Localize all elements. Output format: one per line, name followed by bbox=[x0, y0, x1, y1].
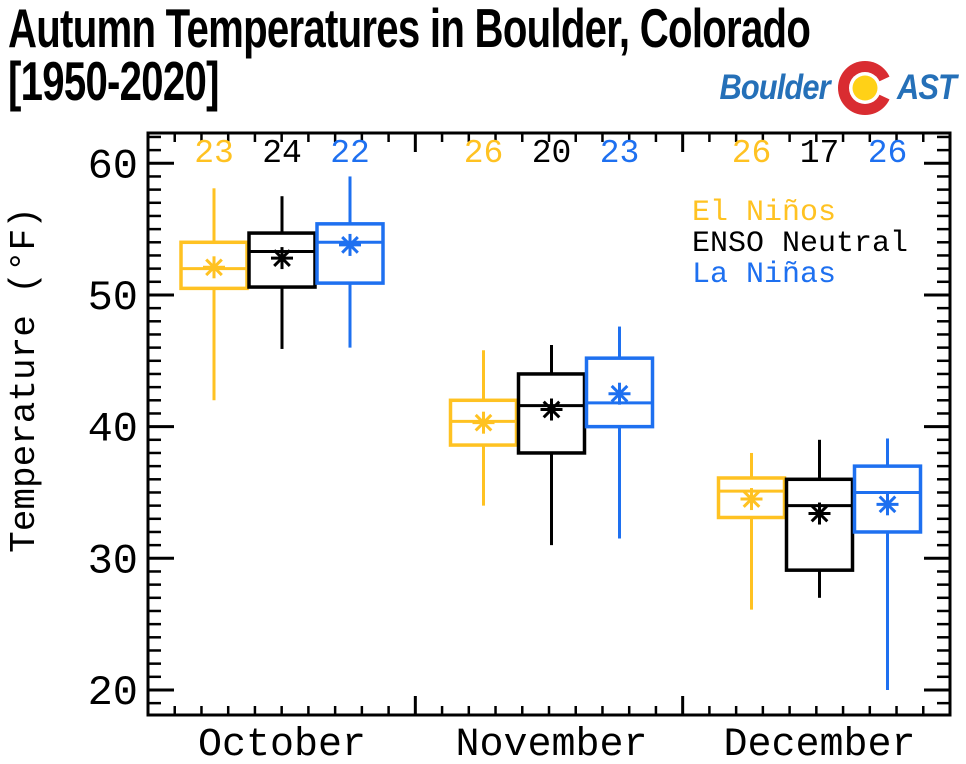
mean-asterisk bbox=[810, 504, 829, 523]
logo-text-boulder: Boulder bbox=[719, 68, 830, 107]
logo-text-ast: AST bbox=[897, 68, 957, 107]
sample-count-label: 22 bbox=[330, 135, 370, 172]
mean-asterisk bbox=[273, 249, 291, 267]
mean-asterisk bbox=[610, 384, 629, 403]
x-category-label: October bbox=[198, 723, 366, 764]
sample-count-label: 26 bbox=[732, 135, 772, 172]
sample-count-label: 23 bbox=[600, 135, 640, 172]
colorado-c-icon bbox=[838, 61, 893, 115]
legend-entry: El Niños bbox=[692, 196, 836, 230]
sample-count-label: 24 bbox=[262, 135, 302, 172]
legend-entry: ENSO Neutral bbox=[692, 227, 908, 261]
sample-count-label: 23 bbox=[194, 135, 234, 172]
chart-title-line2: [1950-2020] bbox=[8, 50, 219, 112]
box bbox=[584, 356, 655, 429]
chart-title-line1: Autumn Temperatures in Boulder, Colorado bbox=[8, 0, 811, 59]
sample-count-label: 26 bbox=[464, 135, 504, 172]
y-tick-label: 20 bbox=[88, 669, 138, 717]
mean-asterisk bbox=[742, 490, 761, 508]
colorado-c-center bbox=[852, 75, 878, 101]
y-axis-title: Temperature (°F) bbox=[4, 207, 45, 553]
box bbox=[784, 477, 855, 572]
chart-title: Autumn Temperatures in Boulder, Colorado… bbox=[8, 0, 811, 112]
y-tick-label: 30 bbox=[88, 537, 138, 585]
sample-count-label: 20 bbox=[532, 135, 572, 172]
sample-count-label: 26 bbox=[868, 135, 908, 172]
mean-asterisk bbox=[474, 413, 493, 432]
y-tick-label: 60 bbox=[88, 142, 138, 190]
bouldercast-logo: Boulder AST bbox=[712, 59, 960, 117]
x-category-label: December bbox=[723, 723, 915, 764]
y-tick-label: 50 bbox=[88, 274, 138, 322]
y-tick-label: 40 bbox=[88, 406, 138, 454]
mean-asterisk bbox=[878, 495, 897, 514]
mean-asterisk bbox=[542, 400, 561, 419]
legend-entry: La Niñas bbox=[692, 258, 836, 292]
x-category-label: November bbox=[455, 723, 647, 764]
mean-asterisk bbox=[205, 258, 223, 277]
sample-count-label: 17 bbox=[800, 135, 840, 172]
mean-asterisk bbox=[341, 236, 359, 254]
